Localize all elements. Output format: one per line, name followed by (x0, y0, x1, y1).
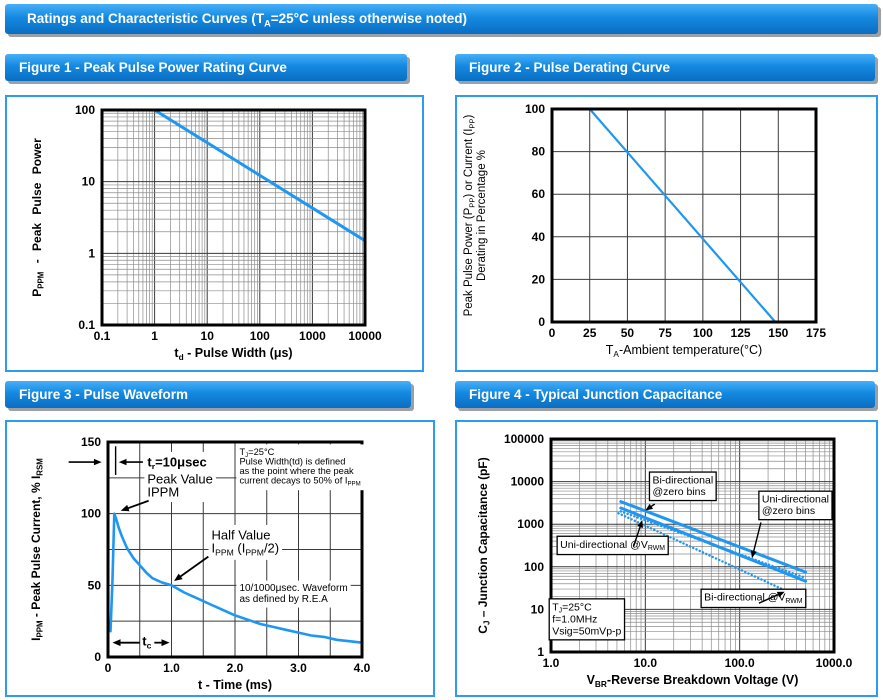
svg-text:Peak Value: Peak Value (147, 472, 213, 487)
svg-text:1: 1 (88, 246, 95, 260)
figure4-chart-box: 1.0 10.0 100.0 1000.0 1 10 100 1000 10000 100000 V… (455, 420, 878, 697)
svg-text:Uni-directional: Uni-directional (762, 494, 829, 506)
svg-text:100: 100 (75, 103, 95, 117)
svg-text:t - Time (ms): t - Time (ms) (198, 678, 272, 692)
svg-text:10: 10 (201, 329, 215, 343)
svg-text:100: 100 (81, 507, 101, 521)
svg-text:75: 75 (658, 326, 672, 340)
svg-text:0: 0 (105, 661, 112, 675)
svg-text:1000.0: 1000.0 (816, 656, 853, 670)
svg-text:0: 0 (538, 315, 545, 329)
svg-text:10: 10 (82, 175, 96, 189)
svg-text:Peak Pulse Power (PPP) or Curr: Peak Pulse Power (PPP) or Current (IPP) (463, 114, 477, 316)
svg-text:f=1.0MHz: f=1.0MHz (552, 613, 597, 625)
svg-text:@zero bins: @zero bins (762, 505, 815, 517)
svg-text:0: 0 (549, 326, 556, 340)
svg-text:0.1: 0.1 (94, 329, 111, 343)
svg-text:20: 20 (532, 272, 546, 286)
svg-text:125: 125 (731, 326, 751, 340)
svg-text:10.0: 10.0 (634, 656, 658, 670)
svg-text:CJ – Junction Capacitance (pF): CJ – Junction Capacitance (pF) (476, 457, 492, 633)
svg-text:100: 100 (524, 560, 544, 574)
svg-text:2.0: 2.0 (227, 661, 244, 675)
svg-text:50: 50 (88, 578, 102, 592)
svg-text:Half Value: Half Value (212, 527, 271, 542)
svg-text:100000: 100000 (504, 432, 544, 446)
section-banner: Ratings and Characteristic Curves (TA=25… (5, 4, 878, 34)
figure4-header: Figure 4 - Typical Junction Capacitance (455, 381, 875, 408)
figure2-header: Figure 2 - Pulse Derating Curve (455, 54, 875, 81)
svg-text:60: 60 (532, 187, 546, 201)
svg-text:IPPM - Peak Pulse Current, % I: IPPM - Peak Pulse Current, % IRSM (29, 458, 45, 641)
svg-text:150: 150 (768, 326, 788, 340)
svg-text:TA-Ambient temperature(°C): TA-Ambient temperature(°C) (606, 343, 762, 359)
svg-text:1: 1 (151, 329, 158, 343)
svg-text:0: 0 (94, 650, 101, 664)
svg-text:as defined by R.E.A: as defined by R.E.A (239, 594, 328, 605)
svg-text:1.0: 1.0 (543, 656, 560, 670)
svg-text:10000: 10000 (511, 475, 545, 489)
svg-text:Derating in Percentage %: Derating in Percentage % (476, 150, 488, 281)
svg-text:tr=10μsec: tr=10μsec (147, 454, 206, 471)
svg-text:40: 40 (532, 230, 546, 244)
svg-text:50: 50 (621, 326, 635, 340)
figure1-title: Figure 1 - Peak Pulse Power Rating Curve (19, 60, 287, 75)
svg-text:100: 100 (525, 102, 545, 116)
svg-text:1: 1 (537, 645, 544, 659)
svg-text:Bi-directional: Bi-directional (652, 475, 713, 487)
svg-text:@zero bins: @zero bins (652, 486, 705, 498)
svg-text:4.0: 4.0 (354, 661, 371, 675)
figure1-header: Figure 1 - Peak Pulse Power Rating Curve (5, 54, 407, 81)
svg-text:150: 150 (81, 435, 101, 449)
svg-text:Uni-directional @VRWM: Uni-directional @VRWM (560, 539, 665, 552)
figure2-title: Figure 2 - Pulse Derating Curve (469, 60, 671, 75)
svg-text:VBR-Reverse Breakdown Voltage: VBR-Reverse Breakdown Voltage (V) (587, 673, 799, 689)
svg-text:1000: 1000 (299, 329, 326, 343)
svg-text:100: 100 (250, 329, 270, 343)
svg-text:tc: tc (142, 634, 151, 651)
svg-text:TJ=25°C: TJ=25°C (552, 601, 592, 614)
figure1-chart-box: 0.1 1 10 100 1000 10000 0.1 1 10 100 td - Pulse Wi… (5, 95, 424, 372)
svg-text:PPPM - Peak Pulse Power: PPPM - Peak Pulse Power (30, 138, 46, 297)
svg-text:80: 80 (532, 145, 546, 159)
figure3-chart-box: 0 1.0 2.0 3.0 4.0 0 50 100 150 t - Time (ms) IPPM … (5, 420, 435, 697)
svg-text:Vsig=50mVp-p: Vsig=50mVp-p (552, 625, 621, 637)
svg-text:1000: 1000 (517, 517, 544, 531)
svg-text:td - Pulse Width (μs): td - Pulse Width (μs) (174, 346, 292, 362)
svg-text:10000: 10000 (348, 329, 382, 343)
svg-text:1.0: 1.0 (163, 661, 180, 675)
svg-text:as the point where the peak: as the point where the peak (239, 466, 354, 476)
figure3-header: Figure 3 - Pulse Waveform (5, 381, 411, 408)
svg-text:100.0: 100.0 (725, 656, 755, 670)
svg-text:175: 175 (806, 326, 826, 340)
svg-text:100: 100 (693, 326, 713, 340)
svg-text:25: 25 (583, 326, 597, 340)
figure3-pulse-waveform-chart: 0 1.0 2.0 3.0 4.0 0 50 100 150 t - Time (ms) IPPM … (7, 422, 433, 695)
figure2-pulse-derating-chart: 0 25 50 75 100 125 150 175 0 20 40 60 80 100 TA-Ambien… (457, 97, 876, 370)
svg-text:3.0: 3.0 (290, 661, 307, 675)
figure4-title: Figure 4 - Typical Junction Capacitance (469, 387, 723, 402)
figure2-chart-box: 0 25 50 75 100 125 150 175 0 20 40 60 80 100 TA-Ambien… (455, 95, 878, 372)
svg-text:TJ=25°C: TJ=25°C (239, 447, 274, 459)
figure1-peak-pulse-power-chart: 0.1 1 10 100 1000 10000 0.1 1 10 100 td - Pulse Wi… (7, 97, 422, 370)
figure4-junction-capacitance-chart: 1.0 10.0 100.0 1000.0 1 10 100 1000 10000 100000 V… (457, 422, 876, 695)
svg-text:current decays to 50% of IPPM: current decays to 50% of IPPM (239, 476, 360, 488)
svg-text:IPPM: IPPM (147, 485, 179, 500)
svg-text:0.1: 0.1 (78, 318, 95, 332)
svg-text:10: 10 (531, 602, 545, 616)
svg-text:10/1000μsec. Waveform: 10/1000μsec. Waveform (239, 583, 347, 594)
svg-text:IPPM (IPPM/2): IPPM (IPPM/2) (212, 540, 280, 557)
svg-text:Pulse Width(td) is defined: Pulse Width(td) is defined (239, 457, 345, 467)
figure3-title: Figure 3 - Pulse Waveform (19, 387, 189, 402)
section-title: Ratings and Characteristic Curves (TA=25… (27, 11, 468, 29)
